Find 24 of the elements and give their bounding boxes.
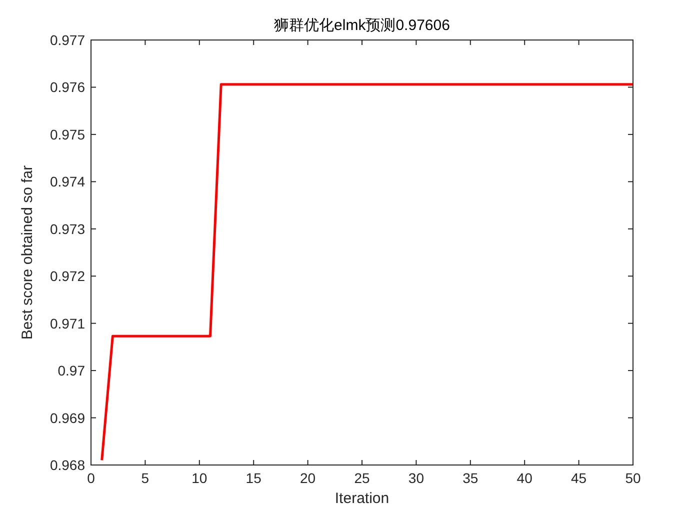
y-tick-label: 0.972	[50, 268, 86, 284]
x-tick-label: 15	[246, 470, 262, 486]
y-tick-label: 0.974	[50, 174, 86, 190]
x-tick-label: 50	[625, 470, 641, 486]
x-tick-label: 30	[408, 470, 424, 486]
x-tick-label: 25	[354, 470, 370, 486]
y-tick-label: 0.976	[50, 79, 86, 96]
y-tick-label: 0.977	[50, 32, 86, 48]
chart-title: 狮群优化elmk预测0.97606	[274, 17, 450, 34]
x-tick-label: 0	[87, 470, 96, 486]
x-tick-label: 5	[141, 470, 150, 486]
y-axis-title: Best score obtained so far	[19, 165, 36, 340]
y-tick-label: 0.969	[50, 410, 86, 426]
x-tick-label: 35	[462, 470, 478, 486]
x-tick-label: 45	[571, 470, 587, 486]
y-tick-label: 0.97	[58, 362, 86, 379]
y-tick-label: 0.971	[50, 315, 86, 332]
x-tick-label: 10	[192, 470, 208, 486]
x-tick-label: 40	[516, 470, 533, 486]
x-axis-title: Iteration	[334, 490, 390, 507]
y-tick-label: 0.968	[50, 457, 86, 473]
y-tick-label: 0.975	[50, 126, 86, 142]
x-tick-label: 20	[300, 470, 316, 486]
y-tick-label: 0.973	[50, 220, 86, 237]
